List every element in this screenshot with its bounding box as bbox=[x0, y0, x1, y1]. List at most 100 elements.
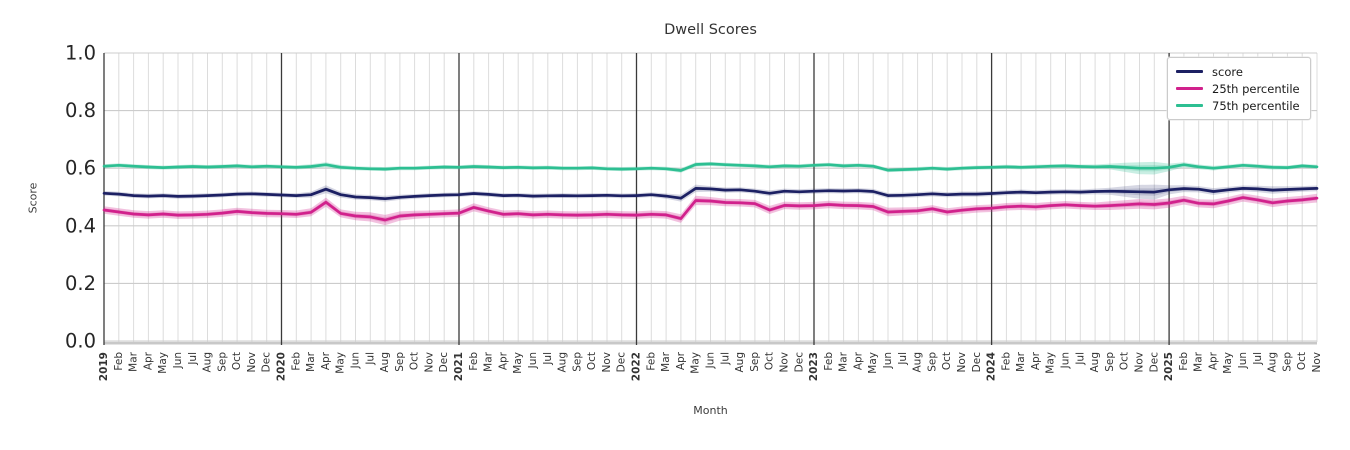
x-tick-labels: 2019 Feb Mar Apr May Jun Jul Aug Sep Oct Nov Dec 202… bbox=[98, 351, 1323, 381]
svg-text:Aug: Aug bbox=[734, 352, 746, 373]
svg-text:May: May bbox=[512, 352, 524, 374]
svg-text:Jun: Jun bbox=[172, 352, 184, 369]
svg-text:Sep: Sep bbox=[216, 352, 228, 372]
svg-text:May: May bbox=[157, 352, 169, 374]
svg-text:0.4: 0.4 bbox=[65, 214, 96, 237]
svg-text:Jun: Jun bbox=[882, 352, 894, 369]
svg-text:Dec: Dec bbox=[438, 352, 450, 373]
y-tick-labels: 0.0 0.2 0.4 0.6 0.8 1.0 bbox=[65, 42, 96, 353]
svg-text:Apr: Apr bbox=[320, 351, 332, 370]
svg-text:Jul: Jul bbox=[364, 352, 376, 366]
legend-item-25th-percentile: 25th percentile bbox=[1176, 80, 1300, 97]
svg-text:Nov: Nov bbox=[1134, 352, 1146, 373]
svg-text:Oct: Oct bbox=[1296, 352, 1308, 370]
svg-text:Sep: Sep bbox=[926, 352, 938, 372]
svg-text:Oct: Oct bbox=[941, 352, 953, 370]
svg-text:Feb: Feb bbox=[1000, 352, 1012, 371]
svg-text:Jul: Jul bbox=[897, 352, 909, 366]
svg-text:Sep: Sep bbox=[1281, 352, 1293, 372]
svg-text:Aug: Aug bbox=[1089, 352, 1101, 373]
svg-text:Mar: Mar bbox=[128, 351, 140, 371]
svg-text:Jun: Jun bbox=[1060, 352, 1072, 369]
svg-text:Mar: Mar bbox=[1015, 351, 1027, 371]
legend-line-swatch-75th-percentile-icon bbox=[1176, 104, 1203, 107]
svg-text:Nov: Nov bbox=[779, 352, 791, 373]
svg-text:Jun: Jun bbox=[350, 352, 362, 369]
svg-text:Oct: Oct bbox=[1119, 352, 1131, 370]
legend-label-25th-percentile: 25th percentile bbox=[1212, 81, 1300, 96]
svg-text:2021: 2021 bbox=[453, 352, 465, 381]
svg-text:Aug: Aug bbox=[379, 352, 391, 373]
svg-text:Nov: Nov bbox=[1311, 352, 1323, 373]
svg-text:0.6: 0.6 bbox=[65, 157, 96, 180]
svg-text:Feb: Feb bbox=[1178, 352, 1190, 371]
legend: score 25th percentile 75th percentile bbox=[1167, 57, 1311, 120]
svg-text:Jul: Jul bbox=[1252, 352, 1264, 366]
svg-text:Nov: Nov bbox=[601, 352, 613, 373]
svg-text:Feb: Feb bbox=[823, 352, 835, 371]
svg-text:Feb: Feb bbox=[645, 352, 657, 371]
svg-text:2022: 2022 bbox=[631, 352, 643, 381]
legend-line-swatch-score-icon bbox=[1176, 70, 1203, 73]
svg-text:May: May bbox=[1045, 352, 1057, 374]
svg-text:Sep: Sep bbox=[571, 352, 583, 372]
svg-text:Feb: Feb bbox=[290, 352, 302, 371]
svg-text:Sep: Sep bbox=[749, 352, 761, 372]
svg-text:Mar: Mar bbox=[660, 351, 672, 371]
svg-text:Dec: Dec bbox=[1148, 352, 1160, 373]
legend-line-swatch-25th-percentile-icon bbox=[1176, 87, 1203, 90]
svg-text:2020: 2020 bbox=[276, 352, 288, 381]
svg-text:Mar: Mar bbox=[305, 351, 317, 371]
legend-item-75th-percentile: 75th percentile bbox=[1176, 97, 1300, 114]
svg-text:May: May bbox=[335, 352, 347, 374]
svg-text:0.0: 0.0 bbox=[65, 330, 96, 353]
svg-text:Apr: Apr bbox=[142, 351, 154, 370]
svg-text:Apr: Apr bbox=[497, 351, 509, 370]
svg-text:Mar: Mar bbox=[483, 351, 495, 371]
svg-text:Apr: Apr bbox=[1030, 351, 1042, 370]
svg-text:Jul: Jul bbox=[719, 352, 731, 366]
svg-text:Dec: Dec bbox=[616, 352, 628, 373]
svg-text:Nov: Nov bbox=[423, 352, 435, 373]
svg-text:Oct: Oct bbox=[586, 352, 598, 370]
svg-text:Aug: Aug bbox=[202, 352, 214, 373]
svg-text:Mar: Mar bbox=[1193, 351, 1205, 371]
legend-item-score: score bbox=[1176, 63, 1300, 80]
series-band-75th-percentile bbox=[104, 161, 1317, 175]
svg-text:Jul: Jul bbox=[542, 352, 554, 366]
svg-text:Aug: Aug bbox=[557, 352, 569, 373]
svg-text:1.0: 1.0 bbox=[65, 42, 96, 65]
svg-text:Feb: Feb bbox=[468, 352, 480, 371]
svg-text:Apr: Apr bbox=[1208, 351, 1220, 370]
legend-label-score: score bbox=[1212, 64, 1243, 79]
svg-text:Nov: Nov bbox=[956, 352, 968, 373]
svg-text:Sep: Sep bbox=[1104, 352, 1116, 372]
chart-title: Dwell Scores bbox=[664, 22, 757, 38]
svg-text:Feb: Feb bbox=[113, 352, 125, 371]
svg-text:2024: 2024 bbox=[986, 352, 998, 381]
svg-text:May: May bbox=[690, 352, 702, 374]
series-line-75th-percentile bbox=[102, 162, 1319, 172]
svg-text:Jul: Jul bbox=[187, 352, 199, 366]
svg-text:Aug: Aug bbox=[1267, 352, 1279, 373]
series-line-score bbox=[102, 187, 1319, 201]
svg-text:May: May bbox=[1222, 352, 1234, 374]
svg-text:May: May bbox=[867, 352, 879, 374]
svg-text:Mar: Mar bbox=[838, 351, 850, 371]
value-gridlines bbox=[104, 52, 1317, 342]
svg-text:Jul: Jul bbox=[1074, 352, 1086, 366]
svg-text:Nov: Nov bbox=[246, 352, 258, 373]
svg-text:Sep: Sep bbox=[394, 352, 406, 372]
svg-text:Dec: Dec bbox=[261, 352, 273, 373]
series-line-25th-percentile bbox=[102, 196, 1319, 222]
svg-text:Dec: Dec bbox=[793, 352, 805, 373]
year-separator-lines bbox=[103, 53, 1170, 345]
svg-text:0.2: 0.2 bbox=[65, 272, 96, 295]
svg-text:2023: 2023 bbox=[808, 352, 820, 381]
svg-text:Apr: Apr bbox=[675, 351, 687, 370]
svg-text:Oct: Oct bbox=[409, 352, 421, 370]
x-axis-label: Month bbox=[693, 404, 728, 417]
svg-text:Dec: Dec bbox=[971, 352, 983, 373]
